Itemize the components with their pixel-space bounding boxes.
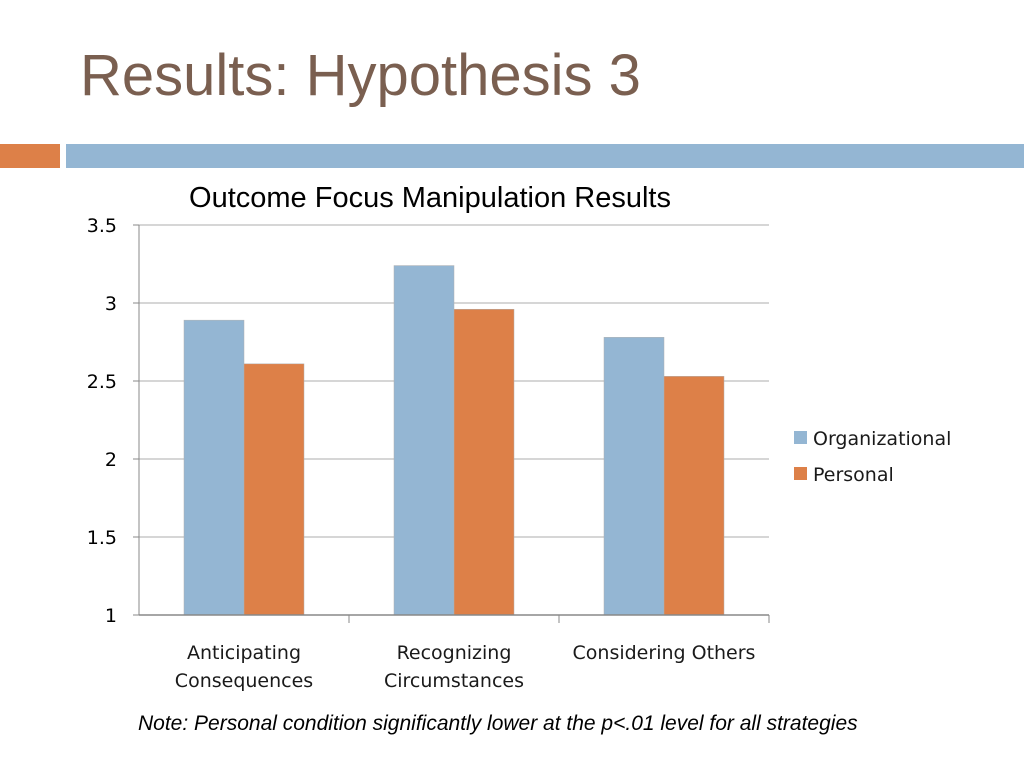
- y-tick-label: 3.5: [87, 215, 117, 237]
- bar-organizational-1: [393, 265, 455, 616]
- bar-organizational-0: [183, 319, 245, 616]
- bar-personal-2: [663, 376, 725, 616]
- legend-swatch-organizational: [794, 431, 807, 444]
- legend-swatch-personal: [794, 467, 807, 480]
- category-label: Considering Others: [573, 642, 756, 664]
- y-tick-label: 3: [105, 293, 117, 315]
- legend-label-organizational: Organizational: [813, 428, 951, 450]
- slide-title: Results: Hypothesis 3: [80, 43, 641, 108]
- y-tick-label: 2.5: [87, 371, 117, 393]
- category-label: Anticipating: [187, 642, 301, 664]
- accent-bar-orange: [0, 144, 60, 168]
- bar-personal-1: [453, 308, 515, 616]
- chart-title: Outcome Focus Manipulation Results: [189, 182, 671, 214]
- category-label: Consequences: [175, 670, 313, 692]
- bar-chart: Outcome Focus Manipulation Results 1 1.5 2…: [87, 182, 952, 692]
- category-label: Circumstances: [384, 670, 524, 692]
- bar-personal-0: [243, 363, 305, 616]
- footnote: Note: Personal condition significantly l…: [138, 712, 858, 735]
- y-tick-label: 1: [105, 605, 117, 627]
- y-tick-label: 2: [105, 449, 117, 471]
- accent-bar-blue: [66, 144, 1024, 168]
- category-label: Recognizing: [397, 642, 512, 664]
- bar-organizational-2: [603, 337, 665, 616]
- y-tick-label: 1.5: [87, 527, 117, 549]
- legend-label-personal: Personal: [813, 464, 894, 486]
